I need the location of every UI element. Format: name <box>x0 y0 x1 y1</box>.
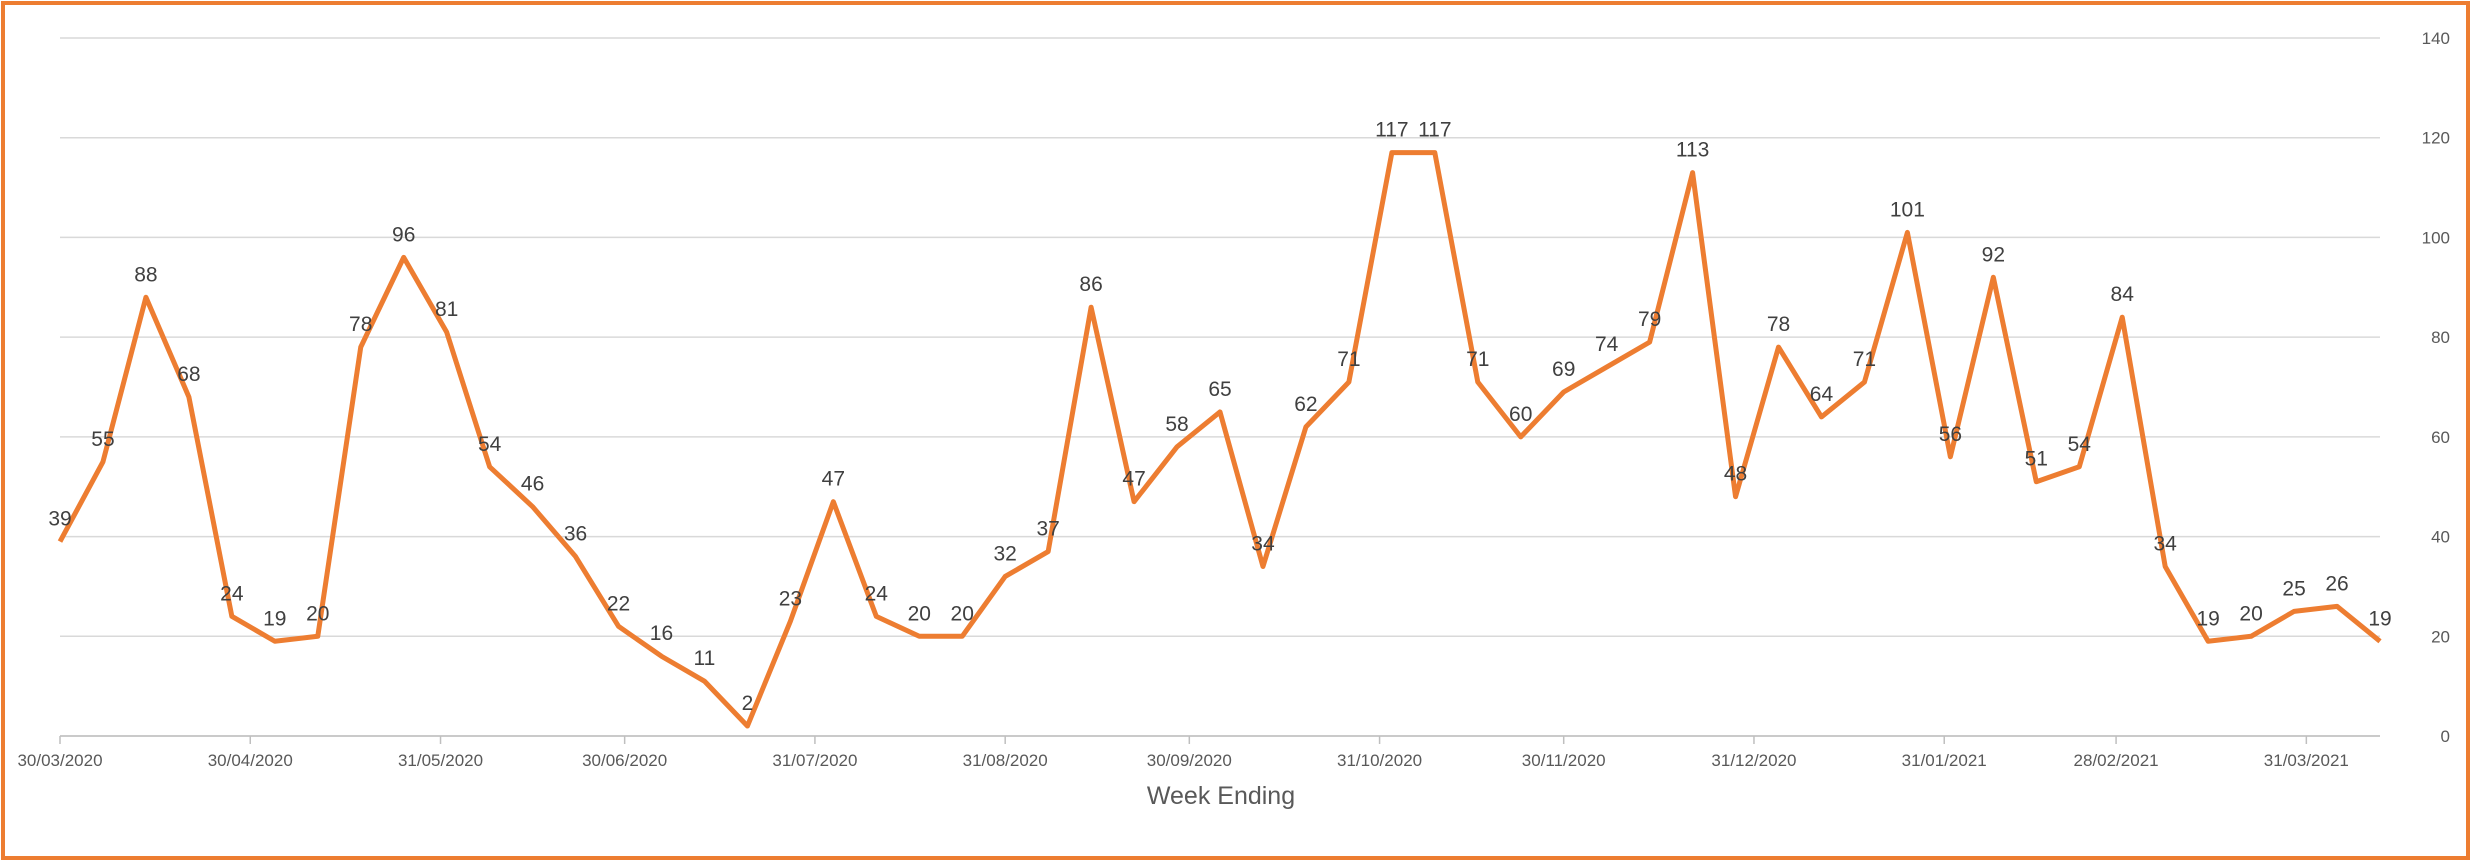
data-label: 47 <box>1122 468 1145 491</box>
data-label: 96 <box>392 223 415 246</box>
data-label: 22 <box>607 592 630 615</box>
x-tick-label: 31/01/2021 <box>1902 751 1987 770</box>
y-tick-label: 120 <box>2422 129 2450 148</box>
data-label: 20 <box>2239 602 2262 625</box>
data-label: 64 <box>1810 383 1834 406</box>
x-tick-label: 30/06/2020 <box>582 751 667 770</box>
data-label: 86 <box>1079 273 1102 296</box>
data-label: 19 <box>263 607 286 630</box>
data-label: 19 <box>2368 607 2391 630</box>
data-label: 58 <box>1165 413 1188 436</box>
data-label: 56 <box>1939 423 1962 446</box>
data-label: 24 <box>220 582 244 605</box>
data-label: 71 <box>1466 348 1489 371</box>
y-tick-label: 60 <box>2431 428 2450 447</box>
data-label: 32 <box>994 542 1017 565</box>
data-label: 117 <box>1418 119 1451 142</box>
y-tick-label: 80 <box>2431 328 2450 347</box>
data-label: 26 <box>2325 572 2348 595</box>
data-line <box>57 150 2382 729</box>
data-label: 47 <box>822 468 845 491</box>
data-label: 101 <box>1890 198 1925 221</box>
data-label: 55 <box>91 428 114 451</box>
data-label: 34 <box>1251 532 1275 555</box>
data-label: 54 <box>2068 433 2092 456</box>
x-axis-title: Week Ending <box>1147 782 1295 810</box>
data-label: 20 <box>951 602 974 625</box>
data-label: 16 <box>650 622 673 645</box>
data-label: 81 <box>435 298 458 321</box>
data-label: 19 <box>2196 607 2219 630</box>
y-tick-label: 0 <box>2441 727 2450 746</box>
data-label: 92 <box>1982 243 2005 266</box>
data-label: 24 <box>865 582 889 605</box>
data-label: 20 <box>306 602 329 625</box>
data-label: 62 <box>1294 393 1317 416</box>
x-tick-label: 30/11/2020 <box>1522 751 1606 770</box>
data-label: 68 <box>177 363 200 386</box>
data-label: 36 <box>564 523 587 546</box>
y-tick-label: 140 <box>2422 29 2450 48</box>
data-label: 48 <box>1724 463 1747 486</box>
data-label: 65 <box>1208 378 1231 401</box>
data-label: 117 <box>1375 119 1408 142</box>
data-label: 60 <box>1509 403 1532 426</box>
x-tick-label: 31/03/2021 <box>2264 751 2349 770</box>
x-tick-label: 28/02/2021 <box>2074 751 2159 770</box>
data-label: 2 <box>742 692 754 715</box>
data-label: 113 <box>1676 139 1709 162</box>
data-label: 88 <box>134 263 157 286</box>
data-label: 74 <box>1595 333 1619 356</box>
x-tick-label: 30/04/2020 <box>208 751 293 770</box>
x-tick-label: 31/12/2020 <box>1711 751 1796 770</box>
data-label: 23 <box>779 587 802 610</box>
data-label: 37 <box>1036 518 1059 541</box>
y-tick-label: 40 <box>2431 528 2450 547</box>
data-label: 54 <box>478 433 502 456</box>
x-tick-label: 31/08/2020 <box>963 751 1048 770</box>
data-label: 84 <box>2111 283 2135 306</box>
data-label: 78 <box>349 313 372 336</box>
y-tick-label: 20 <box>2431 627 2450 646</box>
data-label: 34 <box>2154 532 2178 555</box>
x-tick-label: 30/09/2020 <box>1147 751 1232 770</box>
data-label: 20 <box>908 602 931 625</box>
data-label: 51 <box>2025 448 2048 471</box>
x-tick-label: 30/03/2020 <box>17 751 102 770</box>
y-tick-label: 100 <box>2422 228 2450 247</box>
data-label: 71 <box>1853 348 1876 371</box>
data-label: 39 <box>48 508 71 531</box>
x-tick-label: 31/07/2020 <box>772 751 857 770</box>
data-label: 11 <box>694 647 716 670</box>
data-label: 79 <box>1638 308 1661 331</box>
data-label: 78 <box>1767 313 1790 336</box>
x-tick-label: 31/05/2020 <box>398 751 483 770</box>
data-label: 71 <box>1337 348 1360 371</box>
data-label: 25 <box>2282 577 2305 600</box>
x-tick-label: 31/10/2020 <box>1337 751 1422 770</box>
data-label: 69 <box>1552 358 1575 381</box>
data-label: 46 <box>521 473 544 496</box>
